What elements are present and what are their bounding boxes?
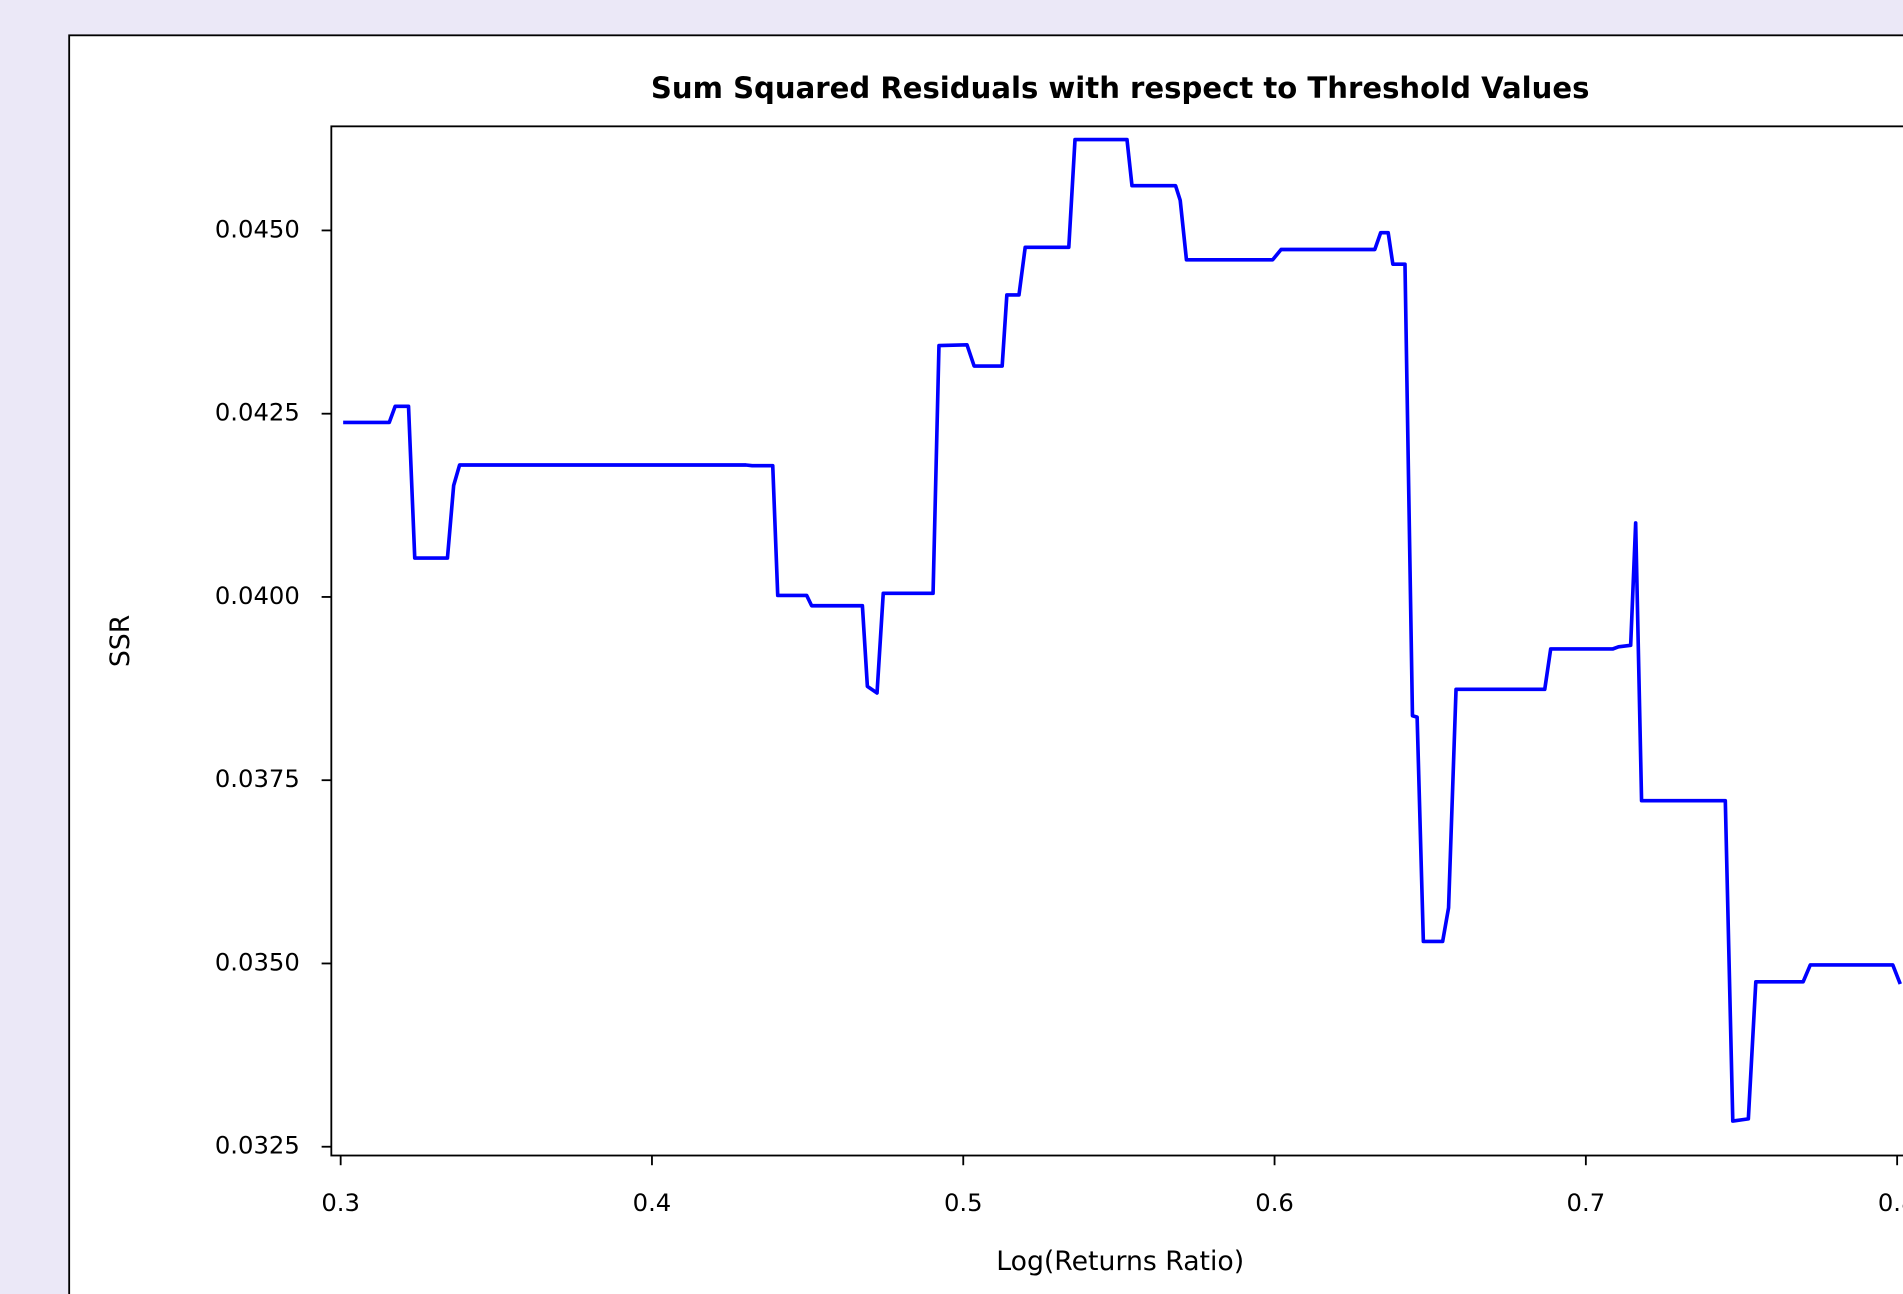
y-tick-label: 0.0375 — [215, 764, 300, 793]
x-axis-label: Log(Returns Ratio) — [996, 1246, 1244, 1277]
plot-frame — [330, 125, 1903, 1157]
data-line — [343, 137, 1902, 1123]
x-tick-label: 0.6 — [1255, 1188, 1294, 1217]
y-tick-label: 0.0350 — [215, 947, 300, 976]
y-tick-label: 0.0325 — [215, 1131, 300, 1160]
x-tick-label: 0.5 — [944, 1188, 983, 1217]
y-axis-label: SSR — [105, 615, 136, 667]
x-tick-label: 0.7 — [1567, 1188, 1606, 1217]
x-tick-label: 0.4 — [633, 1188, 672, 1217]
panel — [68, 34, 1903, 1294]
y-tick-label: 0.0425 — [215, 398, 300, 427]
y-tick-label: 0.0450 — [215, 214, 300, 243]
x-tick-label: 0.8 — [1878, 1188, 1903, 1217]
y-tick-label: 0.0400 — [215, 581, 300, 610]
x-tick-label: 0.3 — [321, 1188, 360, 1217]
chart-title: Sum Squared Residuals with respect to Th… — [651, 71, 1590, 105]
